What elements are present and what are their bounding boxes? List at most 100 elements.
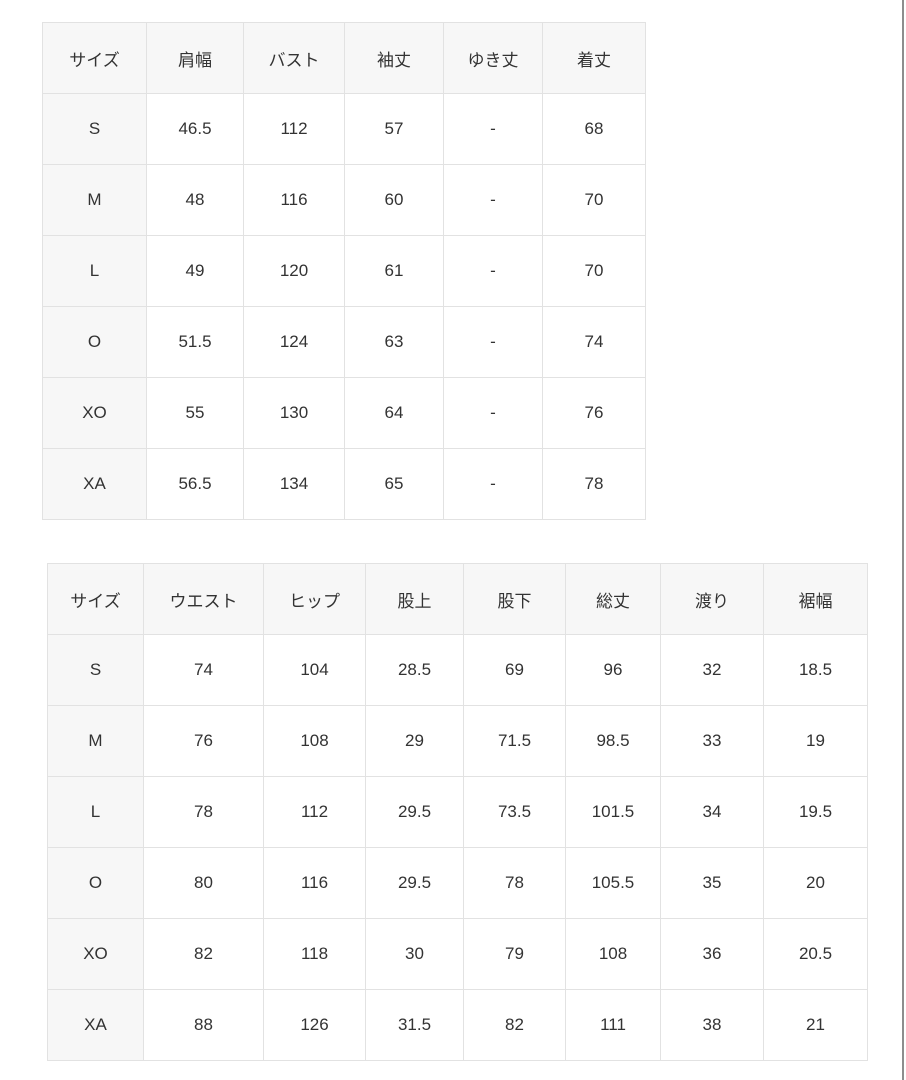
measurement-cell: 116	[243, 164, 345, 236]
measurement-cell: 64	[344, 377, 444, 449]
measurement-cell: 36	[660, 918, 764, 990]
measurement-cell: 30	[365, 918, 464, 990]
measurement-cell: 38	[660, 989, 764, 1061]
measurement-cell: 104	[263, 634, 366, 706]
measurement-cell: 78	[463, 847, 566, 919]
measurement-cell: 101.5	[565, 776, 661, 848]
size-label-cell: XA	[42, 448, 147, 520]
measurement-cell: 60	[344, 164, 444, 236]
column-header: 股上	[365, 563, 464, 635]
measurement-cell: 57	[344, 93, 444, 165]
measurement-cell: 29.5	[365, 847, 464, 919]
screenshot-right-edge-line	[902, 0, 904, 1080]
measurement-cell: 126	[263, 989, 366, 1061]
size-row: XA 56.5 134 65-78	[42, 448, 646, 520]
column-header: 着丈	[542, 22, 646, 94]
measurement-cell: 65	[344, 448, 444, 520]
tops-table-body: S 46.5 112 57-68 M 48 116 60-70 L 49 120 61-70 O 51.5…	[42, 93, 646, 520]
measurement-cell: 19.5	[763, 776, 868, 848]
size-label-cell: L	[42, 235, 147, 307]
measurement-cell: 108	[263, 705, 366, 777]
column-header: 裾幅	[763, 563, 868, 635]
column-header: ヒップ	[263, 563, 366, 635]
size-row: XA 88 126 31.5 82 111 38 21	[47, 989, 868, 1061]
size-row: M 48 116 60-70	[42, 164, 646, 236]
measurement-cell: 48	[146, 164, 244, 236]
measurement-cell: 120	[243, 235, 345, 307]
column-header: 総丈	[565, 563, 661, 635]
size-label-cell: XO	[47, 918, 144, 990]
measurement-cell: 33	[660, 705, 764, 777]
measurement-cell: 20.5	[763, 918, 868, 990]
measurement-cell: 82	[143, 918, 264, 990]
header-row: サイズ 肩幅 バスト 袖丈 ゆき丈 着丈	[42, 22, 646, 94]
size-row: S 46.5 112 57-68	[42, 93, 646, 165]
measurement-cell: 82	[463, 989, 566, 1061]
measurement-cell: 69	[463, 634, 566, 706]
size-label-cell: S	[47, 634, 144, 706]
measurement-cell: -	[443, 377, 543, 449]
measurement-cell: 34	[660, 776, 764, 848]
measurement-cell: 18.5	[763, 634, 868, 706]
measurement-cell: 116	[263, 847, 366, 919]
measurement-cell: 118	[263, 918, 366, 990]
measurement-cell: 28.5	[365, 634, 464, 706]
measurement-cell: 88	[143, 989, 264, 1061]
measurement-cell: -	[443, 306, 543, 378]
size-label-cell: S	[42, 93, 147, 165]
measurement-cell: 74	[143, 634, 264, 706]
measurement-cell: 78	[143, 776, 264, 848]
measurement-cell: 105.5	[565, 847, 661, 919]
size-row: L 78 112 29.5 73.5 101.5 34 19.5	[47, 776, 868, 848]
column-header: 袖丈	[344, 22, 444, 94]
measurement-cell: 61	[344, 235, 444, 307]
tops-table-header: サイズ 肩幅 バスト 袖丈 ゆき丈 着丈	[42, 22, 646, 94]
measurement-cell: 74	[542, 306, 646, 378]
size-label-cell: XA	[47, 989, 144, 1061]
measurement-cell: 55	[146, 377, 244, 449]
size-row: O 80 116 29.5 78 105.5 35 20	[47, 847, 868, 919]
tops-size-table: サイズ 肩幅 バスト 袖丈 ゆき丈 着丈 S 46.5 112 57-68 M 48 116 60-70…	[42, 22, 646, 520]
measurement-cell: 108	[565, 918, 661, 990]
size-label-cell: M	[47, 705, 144, 777]
column-header: ゆき丈	[443, 22, 543, 94]
size-row: S 74 104 28.5 69 96 32 18.5	[47, 634, 868, 706]
measurement-cell: -	[443, 448, 543, 520]
measurement-cell: 112	[263, 776, 366, 848]
size-label-cell: O	[47, 847, 144, 919]
measurement-cell: -	[443, 235, 543, 307]
header-row: サイズ ウエスト ヒップ 股上 股下 総丈 渡り 裾幅	[47, 563, 868, 635]
measurement-cell: 78	[542, 448, 646, 520]
measurement-cell: 112	[243, 93, 345, 165]
measurement-cell: 70	[542, 164, 646, 236]
measurement-cell: 29.5	[365, 776, 464, 848]
measurement-cell: 29	[365, 705, 464, 777]
bottoms-size-table: サイズ ウエスト ヒップ 股上 股下 総丈 渡り 裾幅 S 74 104 28.5 69 96 32 18.…	[47, 563, 868, 1061]
measurement-cell: 56.5	[146, 448, 244, 520]
measurement-cell: 111	[565, 989, 661, 1061]
size-label-cell: L	[47, 776, 144, 848]
measurement-cell: 98.5	[565, 705, 661, 777]
column-header: 渡り	[660, 563, 764, 635]
size-row: L 49 120 61-70	[42, 235, 646, 307]
measurement-cell: 96	[565, 634, 661, 706]
measurement-cell: 31.5	[365, 989, 464, 1061]
column-header: 股下	[463, 563, 566, 635]
measurement-cell: -	[443, 93, 543, 165]
size-row: XO 55 130 64-76	[42, 377, 646, 449]
measurement-cell: 79	[463, 918, 566, 990]
measurement-cell: 19	[763, 705, 868, 777]
measurement-cell: 68	[542, 93, 646, 165]
bottoms-table-body: S 74 104 28.5 69 96 32 18.5 M 76 108 29 71.5 98.5 33 19…	[47, 634, 868, 1061]
measurement-cell: 134	[243, 448, 345, 520]
measurement-cell: 80	[143, 847, 264, 919]
size-label-cell: M	[42, 164, 147, 236]
measurement-cell: 21	[763, 989, 868, 1061]
bottoms-table-header: サイズ ウエスト ヒップ 股上 股下 総丈 渡り 裾幅	[47, 563, 868, 635]
measurement-cell: 130	[243, 377, 345, 449]
measurement-cell: 71.5	[463, 705, 566, 777]
column-header: 肩幅	[146, 22, 244, 94]
measurement-cell: -	[443, 164, 543, 236]
size-row: XO 82 118 30 79 108 36 20.5	[47, 918, 868, 990]
